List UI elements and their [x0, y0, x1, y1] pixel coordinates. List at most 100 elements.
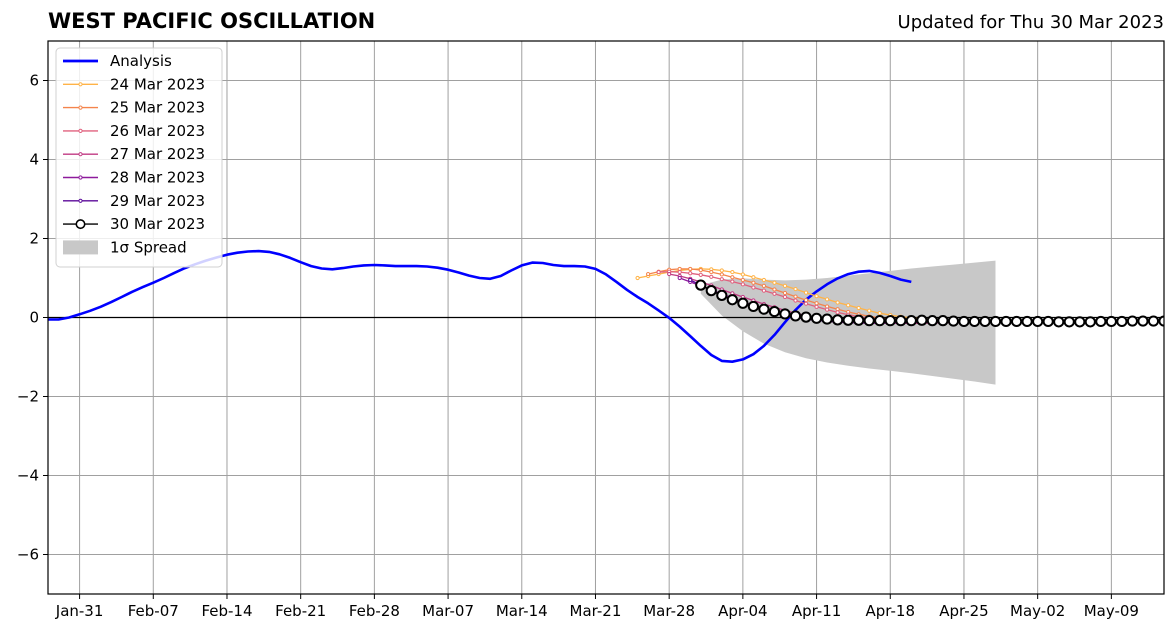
- legend-label: 26 Mar 2023: [110, 122, 205, 140]
- forecast-point: [1147, 315, 1160, 327]
- forecast-point: [1170, 316, 1176, 325]
- forecast-point: [814, 301, 819, 306]
- forecast-point: [1063, 316, 1075, 328]
- legend-marker: [75, 219, 86, 230]
- legend-label: 1σ Spread: [110, 238, 187, 256]
- legend-marker: [78, 152, 83, 157]
- updated-date: Updated for Thu 30 Mar 2023: [897, 12, 1164, 33]
- legend-label: 30 Mar 2023: [110, 215, 205, 233]
- forecast-point: [867, 308, 872, 313]
- plot-frame: [47, 40, 1165, 595]
- forecast-point: [688, 266, 693, 272]
- forecast-point: [730, 279, 735, 284]
- forecast-point: [761, 283, 767, 288]
- forecast-point: [1158, 315, 1164, 327]
- forecast-point: [895, 315, 907, 327]
- forecast-point: [719, 277, 724, 282]
- forecast-point: [1053, 316, 1065, 328]
- forecast-point: [709, 274, 714, 279]
- x-tick-label: Feb-28: [349, 602, 400, 620]
- forecast-point: [793, 298, 798, 303]
- forecast-point: [761, 277, 767, 283]
- forecast-point: [1042, 315, 1054, 328]
- forecast-point: [705, 285, 717, 297]
- forecast-point: [814, 304, 819, 309]
- forecast-point: [726, 294, 738, 306]
- legend: Analysis 24 Mar 2023 25 Mar 2023 26 Mar 202…: [55, 47, 223, 268]
- y-tick-label: 0: [29, 309, 39, 327]
- forecast-point: [740, 282, 745, 287]
- legend-marker: [78, 128, 83, 133]
- legend-box: [55, 47, 223, 268]
- forecast-point: [979, 315, 991, 328]
- forecast-point: [800, 311, 812, 323]
- y-tick-label: −2: [17, 388, 39, 406]
- legend-marker: [78, 198, 83, 203]
- forecast-point: [656, 269, 661, 275]
- forecast-point: [853, 314, 865, 326]
- forecast-point: [803, 290, 809, 295]
- x-tick-label: May-02: [1010, 602, 1065, 620]
- forecast-point: [1126, 315, 1139, 327]
- forecast-point: [751, 285, 756, 290]
- x-tick-label: Feb-07: [128, 602, 179, 620]
- x-tick-label: Apr-18: [866, 602, 916, 620]
- forecast-point: [719, 268, 724, 273]
- chart-title: WEST PACIFIC OSCILLATION: [48, 9, 376, 33]
- forecast-point: [677, 269, 682, 275]
- y-tick-label: 4: [29, 151, 39, 169]
- forecast-point: [751, 275, 756, 280]
- forecast-point: [1032, 315, 1044, 328]
- legend-label: 29 Mar 2023: [110, 192, 205, 210]
- forecast-point: [1116, 315, 1128, 328]
- forecast-point: [856, 305, 861, 311]
- forecast-point: [916, 314, 928, 326]
- legend-marker: [78, 105, 83, 110]
- x-tick-label: Mar-07: [422, 602, 474, 620]
- forecast-point: [877, 311, 882, 316]
- forecast-point: [646, 271, 651, 277]
- legend-label: 24 Mar 2023: [110, 75, 205, 93]
- forecast-point: [968, 315, 981, 328]
- forecast-point: [698, 272, 703, 277]
- forecast-point: [803, 298, 809, 303]
- forecast-point: [688, 271, 693, 276]
- forecast-point: [842, 314, 854, 326]
- forecast-point: [782, 290, 788, 296]
- forecast-point: [958, 315, 970, 328]
- forecast-point: [635, 275, 640, 281]
- forecast-point: [1084, 316, 1096, 328]
- forecast-point: [730, 269, 735, 275]
- forecast-point: [709, 269, 714, 275]
- x-tick-label: Jan-31: [55, 602, 104, 620]
- x-tick-label: Mar-21: [570, 602, 622, 620]
- legend-label: 28 Mar 2023: [110, 169, 205, 187]
- x-tick-label: Mar-28: [643, 602, 695, 620]
- forecast-point: [821, 313, 833, 325]
- legend-label: Analysis: [110, 52, 172, 70]
- forecast-point: [772, 280, 777, 285]
- y-tick-label: 2: [29, 230, 39, 248]
- x-tick-label: May-09: [1084, 602, 1139, 620]
- forecast-point: [1095, 315, 1107, 328]
- legend-label: 25 Mar 2023: [110, 99, 205, 117]
- forecast-point: [747, 300, 759, 313]
- forecast-point: [688, 277, 693, 283]
- forecast-point: [730, 275, 735, 280]
- y-tick-label: 6: [29, 72, 39, 90]
- forecast-point: [835, 310, 840, 315]
- forecast-point: [814, 294, 819, 299]
- forecast-point: [832, 314, 844, 326]
- forecast-point: [810, 312, 823, 324]
- forecast-point: [874, 315, 886, 327]
- forecast-point: [758, 303, 770, 315]
- legend-marker: [78, 175, 83, 180]
- legend-label: 27 Mar 2023: [110, 145, 205, 163]
- forecast-point: [782, 294, 788, 300]
- forecast-point: [1000, 315, 1012, 328]
- forecast-point: [947, 315, 960, 327]
- forecast-point: [803, 301, 809, 306]
- forecast-point: [667, 271, 672, 277]
- forecast-point: [772, 291, 777, 296]
